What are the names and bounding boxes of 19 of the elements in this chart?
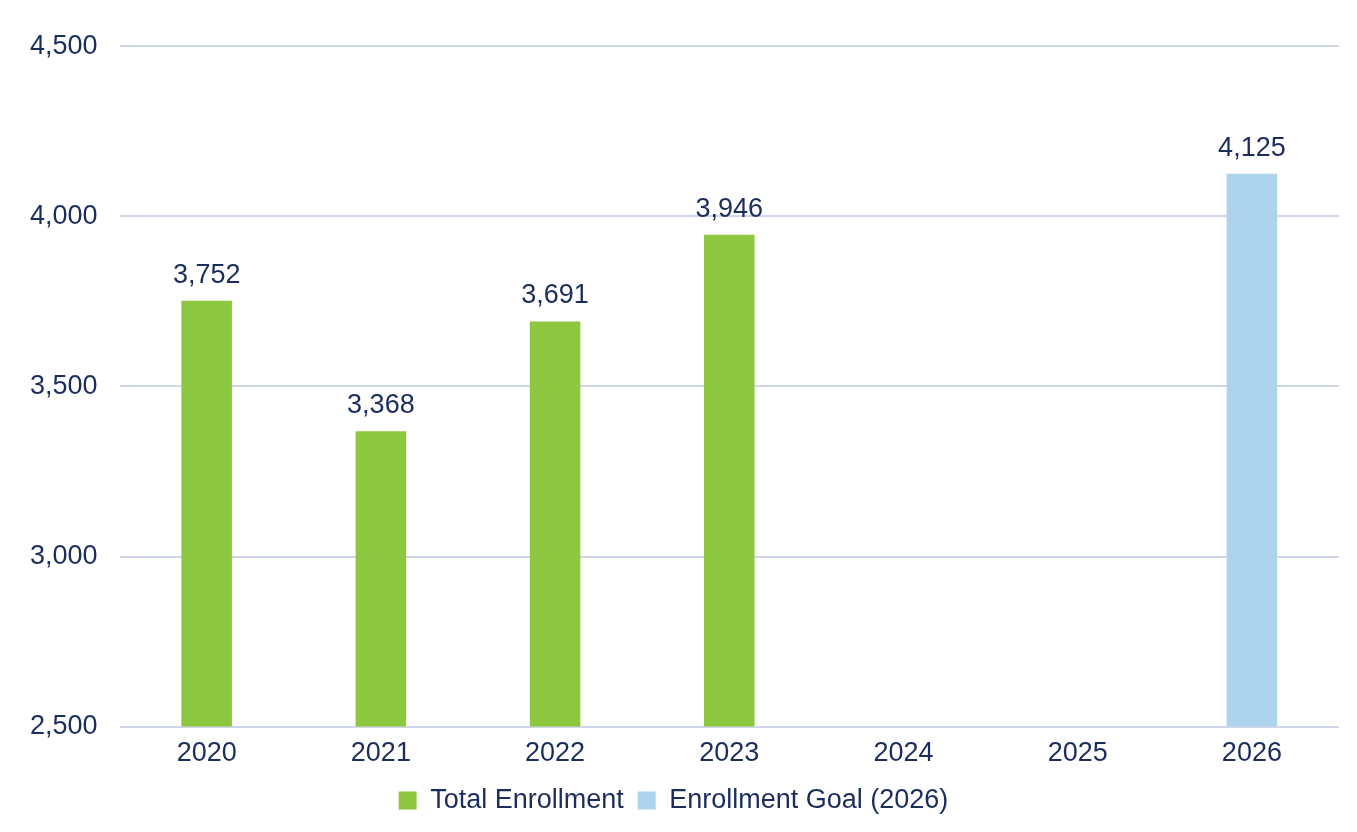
x-tick-label: 2024 (873, 737, 934, 768)
data-label: 3,368 (347, 389, 415, 420)
data-label: 3,691 (521, 279, 589, 310)
x-tick-label: 2022 (525, 737, 586, 768)
x-tick-label: 2021 (350, 737, 411, 768)
y-tick-label: 2,500 (29, 710, 98, 741)
y-tick-label: 4,500 (29, 29, 98, 60)
data-label: 3,946 (695, 192, 764, 223)
x-tick-label: 2026 (1221, 737, 1282, 768)
y-tick-label: 4,000 (29, 199, 98, 230)
legend-label: Enrollment Goal (2026) (669, 783, 949, 814)
data-label: 4,125 (1218, 131, 1286, 162)
y-tick-label: 3,500 (29, 369, 98, 400)
x-tick-label: 2020 (176, 737, 237, 768)
data-label: 3,752 (172, 258, 241, 289)
y-tick-label: 3,000 (29, 539, 98, 570)
x-tick-label: 2023 (699, 737, 760, 768)
x-tick-label: 2025 (1047, 737, 1108, 768)
legend-label: Total Enrollment (430, 783, 625, 814)
